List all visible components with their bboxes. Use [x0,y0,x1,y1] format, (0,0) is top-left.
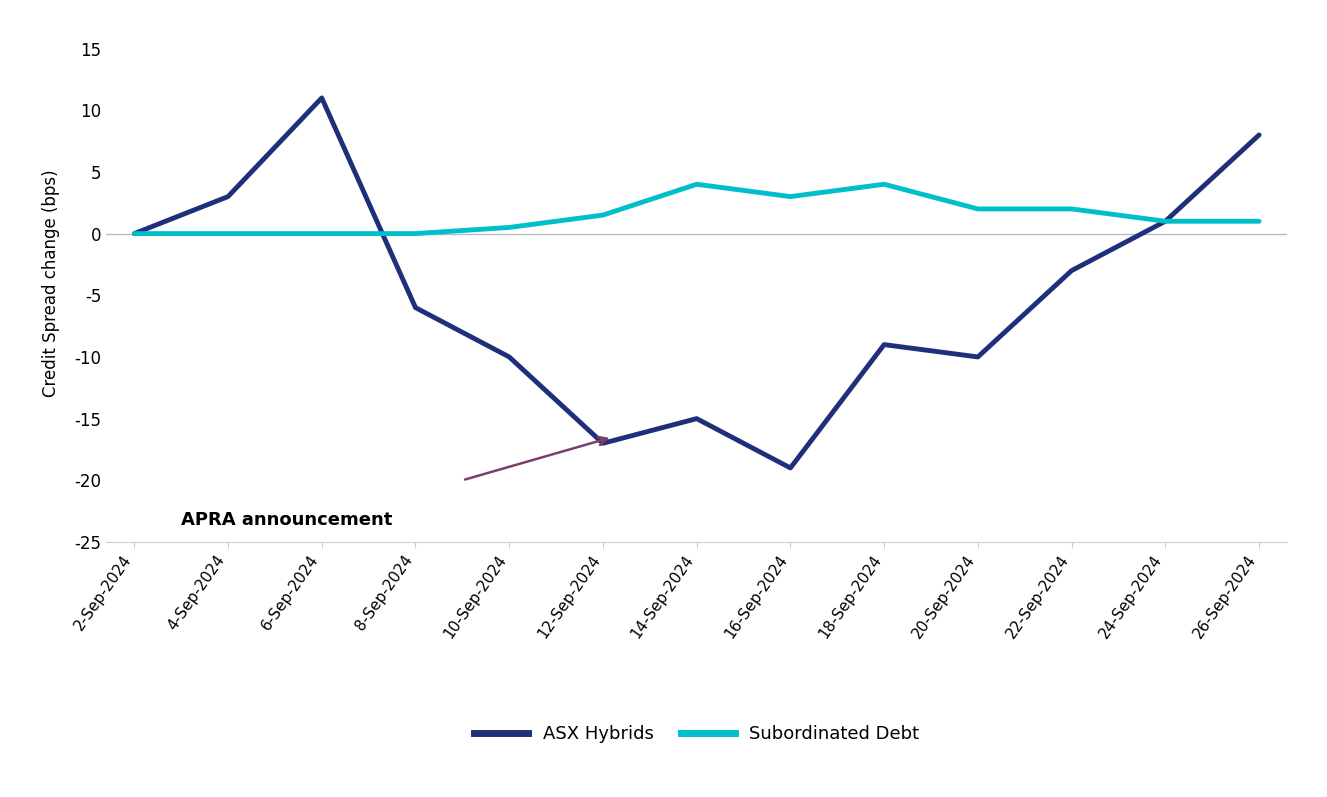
Y-axis label: Credit Spread change (bps): Credit Spread change (bps) [42,169,61,397]
Text: APRA announcement: APRA announcement [182,511,393,529]
Legend: ASX Hybrids, Subordinated Debt: ASX Hybrids, Subordinated Debt [467,718,926,751]
